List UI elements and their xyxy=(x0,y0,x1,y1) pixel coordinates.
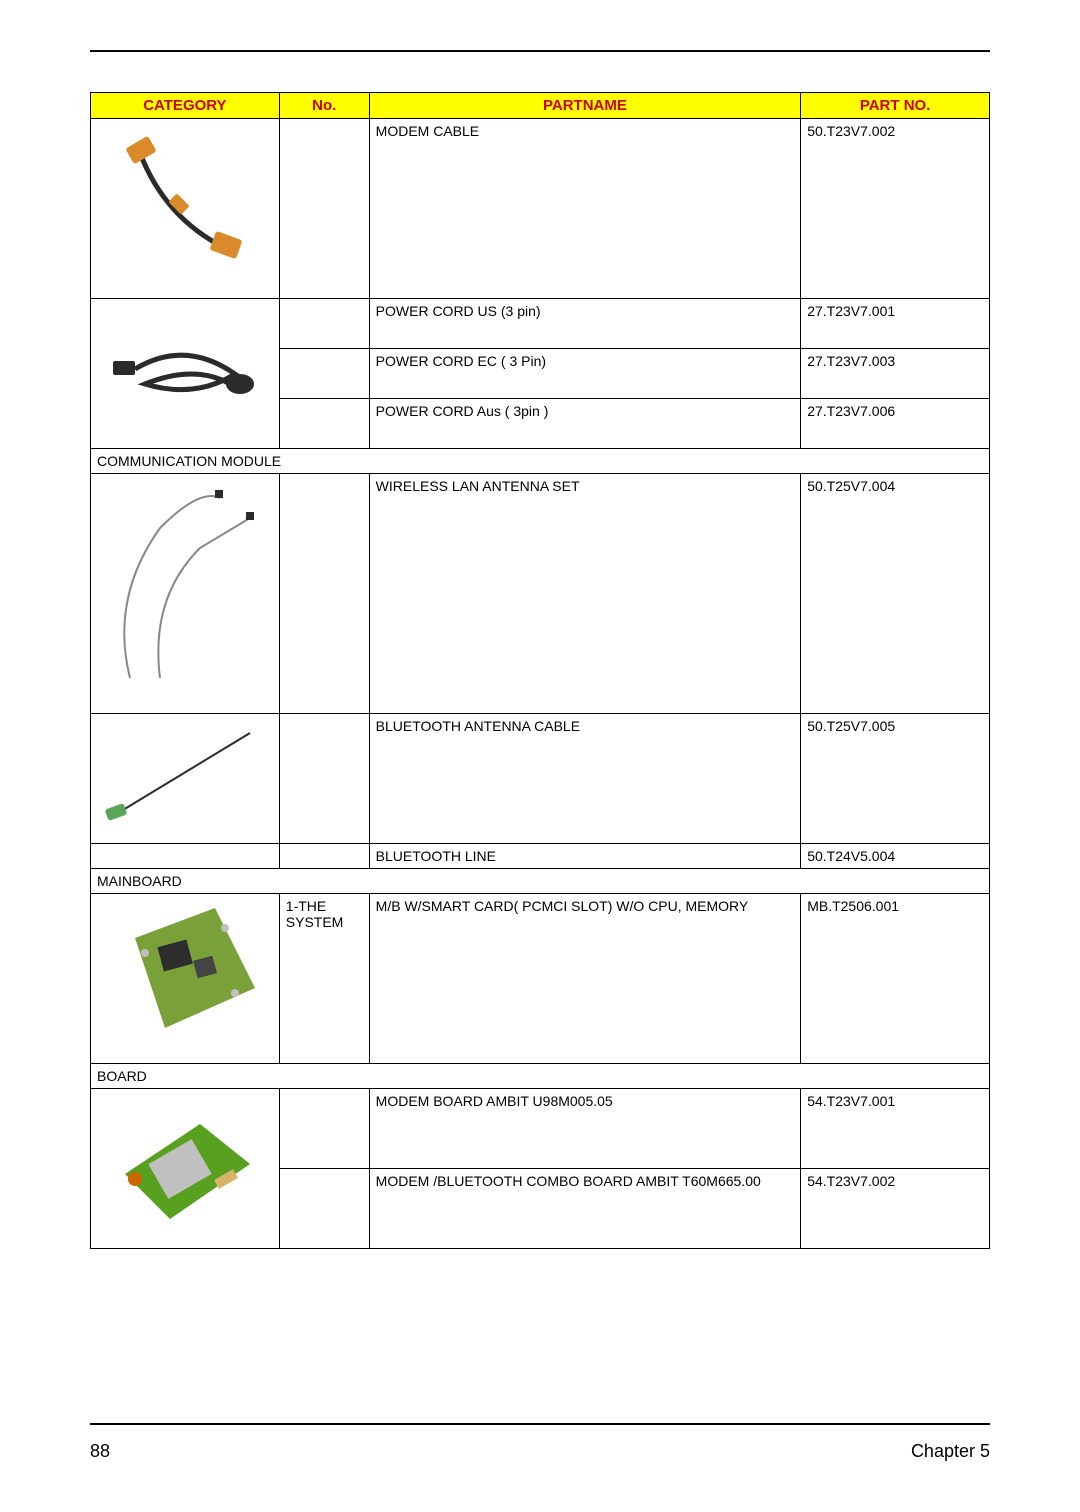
cell-partname: MODEM BOARD AMBIT U98M005.05 xyxy=(369,1089,801,1169)
cell-partname: BLUETOOTH ANTENNA CABLE xyxy=(369,714,801,844)
page-footer: 88 Chapter 5 xyxy=(90,1423,990,1462)
page-number: 88 xyxy=(90,1441,110,1462)
cell-no xyxy=(279,119,369,299)
cell-partno: 27.T23V7.003 xyxy=(801,349,990,399)
col-no: No. xyxy=(279,93,369,119)
cell-partno: 50.T23V7.002 xyxy=(801,119,990,299)
power-cord-icon xyxy=(105,329,265,419)
cell-no: 1-THE SYSTEM xyxy=(279,894,369,1064)
wlan-antenna-image xyxy=(91,474,280,714)
col-category: CATEGORY xyxy=(91,93,280,119)
mainboard-icon xyxy=(105,898,265,1048)
table-row: POWER CORD US (3 pin) 27.T23V7.001 xyxy=(91,299,990,349)
cell-partname: MODEM /BLUETOOTH COMBO BOARD AMBIT T60M6… xyxy=(369,1169,801,1249)
section-label: MAINBOARD xyxy=(91,869,990,894)
cell-partname: M/B W/SMART CARD( PCMCI SLOT) W/O CPU, M… xyxy=(369,894,801,1064)
section-row-mainboard: MAINBOARD xyxy=(91,869,990,894)
section-row-board: BOARD xyxy=(91,1064,990,1089)
cell-partno: 50.T25V7.005 xyxy=(801,714,990,844)
footer-rule xyxy=(90,1423,990,1425)
modem-board-icon xyxy=(105,1104,265,1234)
cell-partno: 54.T23V7.002 xyxy=(801,1169,990,1249)
bt-antenna-icon xyxy=(100,718,270,828)
cell-partname: POWER CORD US (3 pin) xyxy=(369,299,801,349)
cell-partno: 27.T23V7.001 xyxy=(801,299,990,349)
cell-partname: POWER CORD EC ( 3 Pin) xyxy=(369,349,801,399)
cell-partname: BLUETOOTH LINE xyxy=(369,844,801,869)
cell-partno: 27.T23V7.006 xyxy=(801,399,990,449)
table-row: MODEM BOARD AMBIT U98M005.05 54.T23V7.00… xyxy=(91,1089,990,1169)
table-row: BLUETOOTH ANTENNA CABLE 50.T25V7.005 xyxy=(91,714,990,844)
section-label: BOARD xyxy=(91,1064,990,1089)
modem-cable-icon xyxy=(110,123,260,273)
cell-no xyxy=(279,844,369,869)
section-label: COMMUNICATION MODULE xyxy=(91,449,990,474)
cell-no xyxy=(279,714,369,844)
top-rule xyxy=(90,50,990,52)
table-row: MODEM CABLE 50.T23V7.002 xyxy=(91,119,990,299)
modem-board-image xyxy=(91,1089,280,1249)
power-cord-image xyxy=(91,299,280,449)
bt-antenna-image xyxy=(91,714,280,844)
wlan-antenna-icon xyxy=(100,478,270,698)
modem-cable-image xyxy=(91,119,280,299)
mainboard-image xyxy=(91,894,280,1064)
table-header-row: CATEGORY No. PARTNAME PART NO. xyxy=(91,93,990,119)
cell-partno: 54.T23V7.001 xyxy=(801,1089,990,1169)
section-row-communication: COMMUNICATION MODULE xyxy=(91,449,990,474)
cell-no xyxy=(279,399,369,449)
cell-no xyxy=(279,1169,369,1249)
cell-partno: 50.T25V7.004 xyxy=(801,474,990,714)
cell-no xyxy=(279,1089,369,1169)
cell-no xyxy=(279,349,369,399)
table-row: 1-THE SYSTEM M/B W/SMART CARD( PCMCI SLO… xyxy=(91,894,990,1064)
cell-partno: MB.T2506.001 xyxy=(801,894,990,1064)
table-row: WIRELESS LAN ANTENNA SET 50.T25V7.004 xyxy=(91,474,990,714)
table-row: BLUETOOTH LINE 50.T24V5.004 xyxy=(91,844,990,869)
col-partname: PARTNAME xyxy=(369,93,801,119)
cell-partname: POWER CORD Aus ( 3pin ) xyxy=(369,399,801,449)
cell-no xyxy=(279,299,369,349)
cell-partno: 50.T24V5.004 xyxy=(801,844,990,869)
parts-table: CATEGORY No. PARTNAME PART NO. MODEM CAB… xyxy=(90,92,990,1249)
cell-partname: MODEM CABLE xyxy=(369,119,801,299)
empty-image-cell xyxy=(91,844,280,869)
chapter-label: Chapter 5 xyxy=(911,1441,990,1462)
cell-no xyxy=(279,474,369,714)
col-partno: PART NO. xyxy=(801,93,990,119)
cell-partname: WIRELESS LAN ANTENNA SET xyxy=(369,474,801,714)
